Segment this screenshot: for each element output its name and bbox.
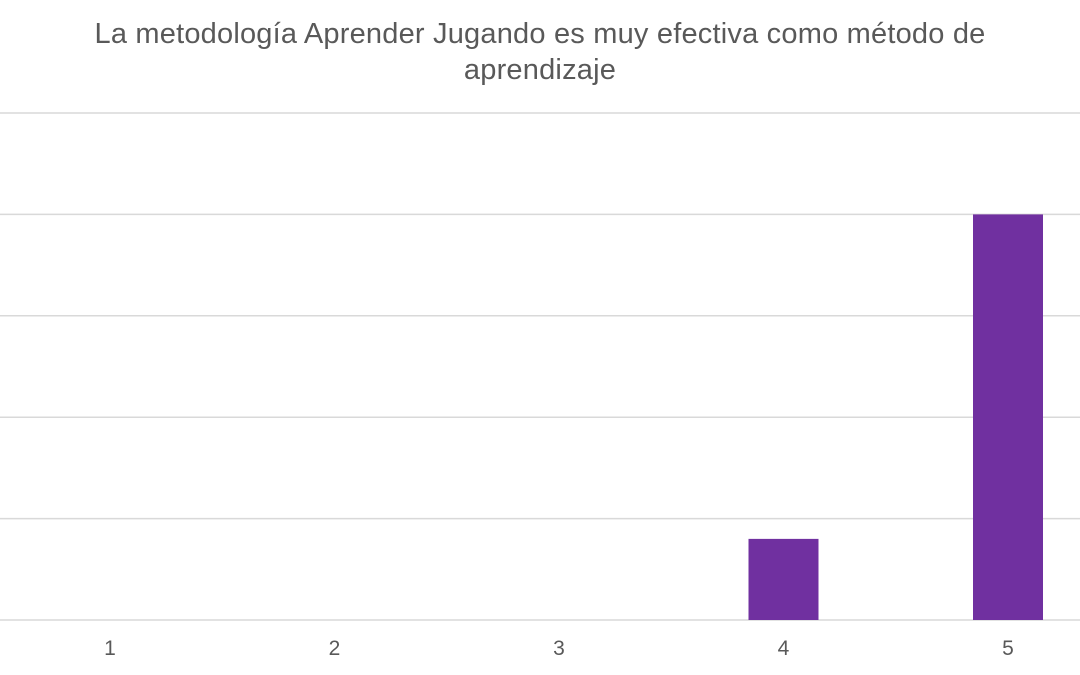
x-tick-label-2: 2 [329,637,341,660]
chart-title: La metodología Aprender Jugando es muy e… [94,18,986,86]
x-tick-label-3: 3 [553,637,565,660]
x-tick-labels: 1 2 3 4 5 [104,637,1014,660]
gridlines [0,112,1080,621]
x-tick-label-5: 5 [1002,637,1014,660]
bars [748,214,1043,620]
x-tick-label-4: 4 [778,637,790,660]
x-tick-label-1: 1 [104,637,116,660]
bar-4 [748,538,819,620]
bar-5 [973,214,1043,620]
